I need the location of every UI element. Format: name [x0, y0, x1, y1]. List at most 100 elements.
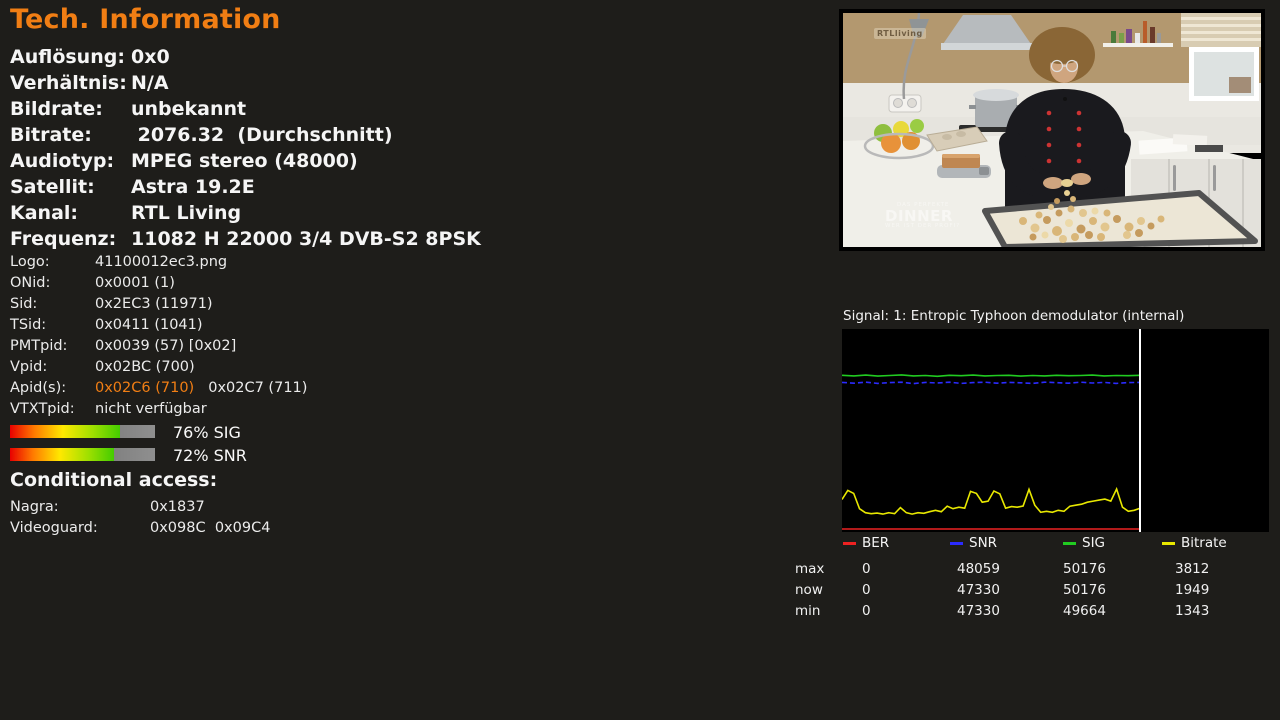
chef-figure — [999, 27, 1131, 209]
show-logo-line2: DINNER — [885, 206, 953, 225]
channel-watermark: RTLliving — [874, 28, 926, 39]
conditional-access-header: Conditional access: — [10, 469, 218, 491]
row-value: 41100012ec3.png — [95, 254, 228, 270]
stat-row-label-min: min — [795, 603, 821, 619]
row-label: Apid(s): — [10, 380, 67, 396]
show-logo-line3: WER IST DER PROFI? — [885, 222, 961, 229]
apid-primary-value: 0x02C6 (710) — [95, 380, 195, 396]
row-value: Astra 19.2E — [131, 176, 255, 198]
legend-snr: SNR — [950, 535, 997, 551]
info-row-satellite: Satellit: Astra 19.2E — [10, 174, 570, 200]
stat-now-ber: 0 — [862, 582, 871, 598]
detail-row-sid: Sid: 0x2EC3 (11971) — [10, 294, 570, 315]
detail-row-apids: Apid(s): 0x02C6 (710) 0x02C7 (711) — [10, 378, 570, 399]
stat-now-sig: 50176 — [1063, 582, 1106, 598]
row-label: Verhältnis: — [10, 72, 127, 94]
row-label: Audiotyp: — [10, 150, 115, 172]
main-info-list: Auflösung: 0x0 Verhältnis: N/A Bildrate: un… — [10, 44, 570, 252]
detail-info-list: Logo: 41100012ec3.png ONid: 0x0001 (1) Sid… — [10, 252, 570, 420]
chef-hand — [1043, 177, 1063, 189]
wall-outlet — [888, 94, 922, 113]
detail-row-vpid: Vpid: 0x02BC (700) — [10, 357, 570, 378]
kitchen-scale — [937, 154, 991, 178]
ber-line-icon — [843, 541, 856, 545]
row-label: PMTpid: — [10, 338, 68, 354]
info-row-bitrate: Bitrate: 2076.32 (Durchschnitt) — [10, 122, 570, 148]
show-logo-line1: DAS PERFEKTE — [897, 202, 950, 208]
video-scene — [843, 13, 1261, 247]
row-label: Sid: — [10, 296, 38, 312]
info-row-audiotype: Audiotyp: MPEG stereo (48000) — [10, 148, 570, 174]
stat-row-label-max: max — [795, 561, 825, 577]
window-blinds — [1181, 13, 1261, 47]
range-hood — [941, 15, 1033, 50]
row-value: N/A — [131, 72, 169, 94]
legend-label: SIG — [1082, 535, 1106, 551]
info-row-aspect: Verhältnis: N/A — [10, 70, 570, 96]
row-label: VTXTpid: — [10, 401, 75, 417]
row-value: MPEG stereo (48000) — [131, 150, 358, 172]
row-value: 0x0039 (57) [0x02] — [95, 338, 237, 354]
snr-bar — [10, 448, 155, 461]
row-value: 0x0 — [131, 46, 170, 68]
row-value: 0x0411 (1041) — [95, 317, 203, 333]
stat-max-bitrate: 3812 — [1175, 561, 1210, 577]
info-row-frequency: Frequenz: 11082 H 22000 3/4 DVB-S2 8PSK — [10, 226, 570, 252]
stat-row-label-now: now — [795, 582, 823, 598]
signal-graph — [841, 329, 1269, 532]
cooking-pot — [969, 89, 1023, 127]
sig-strength-bar — [10, 425, 155, 438]
detail-row-vtxtpid: VTXTpid: nicht verfügbar — [10, 399, 570, 420]
sig-strength-bar-fill — [10, 425, 121, 438]
legend-ber: BER — [843, 535, 889, 551]
ca-row-videoguard: Videoguard: 0x098C 0x09C4 — [10, 518, 270, 539]
snr-bar-fill — [10, 448, 115, 461]
legend-label: SNR — [969, 535, 998, 551]
stat-min-sig: 49664 — [1063, 603, 1106, 619]
row-value: nicht verfügbar — [95, 401, 207, 417]
row-value: 0x0001 (1) — [95, 275, 175, 291]
apid-secondary-value: 0x02C7 (711) — [208, 380, 308, 396]
video-preview: RTLliving DAS PERFEKTE DINNER WER IST DE… — [839, 9, 1265, 251]
stat-max-sig: 50176 — [1063, 561, 1106, 577]
row-label: ONid: — [10, 275, 51, 291]
stat-now-snr: 47330 — [957, 582, 1000, 598]
fruit-bowl — [863, 119, 935, 160]
sig-strength-label: 76% SIG — [173, 423, 241, 442]
row-value: 0x1837 — [150, 499, 205, 515]
window — [1189, 47, 1259, 101]
counter-papers — [1138, 134, 1223, 155]
row-value: 11082 H 22000 3/4 DVB-S2 8PSK — [131, 228, 481, 250]
stat-now-bitrate: 1949 — [1175, 582, 1210, 598]
page-title: Tech. Information — [10, 4, 281, 35]
row-value: 0x2EC3 (11971) — [95, 296, 213, 312]
row-label: Satellit: — [10, 176, 95, 198]
egg-carton — [926, 126, 988, 152]
legend-bitrate: Bitrate — [1162, 535, 1227, 551]
snr-line-icon — [950, 541, 963, 545]
stat-max-snr: 48059 — [957, 561, 1000, 577]
legend-label: Bitrate — [1181, 535, 1227, 551]
show-logo-watermark: DAS PERFEKTE DINNER WER IST DER PROFI? — [885, 202, 961, 229]
row-label: Vpid: — [10, 359, 48, 375]
flex-lamp — [902, 13, 929, 100]
chef-hand — [1071, 173, 1091, 185]
info-row-framerate: Bildrate: unbekannt — [10, 96, 570, 122]
row-label: Nagra: — [10, 499, 59, 515]
sig-line-icon — [1063, 541, 1076, 545]
info-row-resolution: Auflösung: 0x0 — [10, 44, 570, 70]
info-row-channel: Kanal: RTL Living — [10, 200, 570, 226]
stat-max-ber: 0 — [862, 561, 871, 577]
row-label: TSid: — [10, 317, 47, 333]
detail-row-pmtpid: PMTpid: 0x0039 (57) [0x02] — [10, 336, 570, 357]
row-value: 0x098C 0x09C4 — [150, 520, 271, 536]
row-value: 2076.32 (Durchschnitt) — [131, 124, 393, 146]
row-value: unbekannt — [131, 98, 247, 120]
detail-row-logo: Logo: 41100012ec3.png — [10, 252, 570, 273]
snr-label: 72% SNR — [173, 446, 247, 465]
row-value: 0x02BC (700) — [95, 359, 195, 375]
detail-row-tsid: TSid: 0x0411 (1041) — [10, 315, 570, 336]
conditional-access-list: Nagra: 0x1837 Videoguard: 0x098C 0x09C4 — [10, 497, 270, 539]
signal-graph-lines — [841, 329, 1141, 532]
